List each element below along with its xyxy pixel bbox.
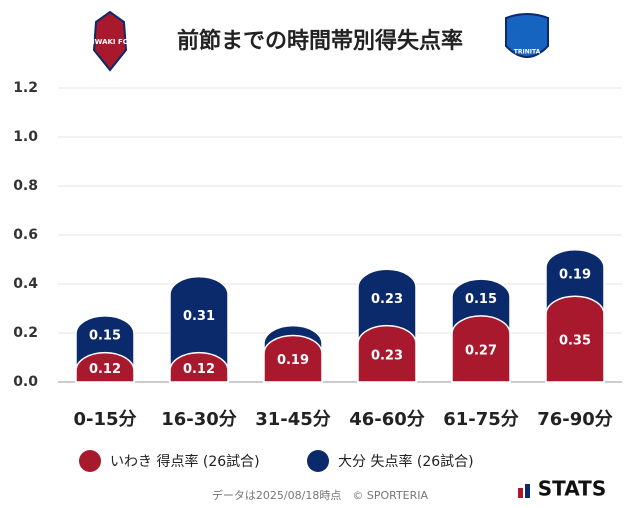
value-label: 0.15 bbox=[465, 292, 497, 307]
footer-note: データは2025/08/18時点 © SPORTERIA bbox=[212, 488, 429, 502]
y-tick-label: 0.6 bbox=[13, 227, 38, 243]
value-label: 0.23 bbox=[371, 292, 403, 307]
y-tick-label: 0.2 bbox=[13, 325, 38, 341]
right-logo bbox=[505, 13, 549, 58]
brand-icon bbox=[525, 484, 530, 498]
value-label: 0.19 bbox=[559, 267, 591, 282]
x-tick-label: 46-60分 bbox=[349, 409, 425, 430]
bar-segment bbox=[357, 324, 417, 383]
value-label: 0.31 bbox=[183, 309, 215, 324]
brand: STATS bbox=[538, 477, 606, 501]
y-tick-label: 0.0 bbox=[13, 374, 38, 390]
bar-segment bbox=[451, 315, 511, 383]
value-label: 0.35 bbox=[559, 334, 591, 349]
value-label: 0.27 bbox=[465, 343, 497, 358]
legend-label: いわき 得点率 (26試合) bbox=[110, 453, 260, 470]
x-tick-label: 31-45分 bbox=[255, 409, 331, 430]
y-tick-label: 1.2 bbox=[13, 80, 38, 96]
bar-segment bbox=[263, 334, 323, 383]
bar-segment bbox=[545, 295, 605, 383]
x-tick-label: 16-30分 bbox=[161, 409, 237, 430]
value-label: 0.12 bbox=[89, 362, 121, 377]
bar-segment bbox=[75, 351, 135, 383]
y-tick-label: 0.8 bbox=[13, 178, 38, 194]
y-tick-label: 1.0 bbox=[13, 129, 38, 145]
x-tick-label: 61-75分 bbox=[443, 409, 519, 430]
legend-marker bbox=[307, 450, 329, 472]
x-tick-label: 76-90分 bbox=[537, 409, 613, 430]
left-logo-text: IWAKI FC bbox=[92, 38, 128, 46]
legend-marker bbox=[79, 450, 101, 472]
value-label: 0.15 bbox=[89, 329, 121, 344]
value-label: 0.12 bbox=[183, 362, 215, 377]
legend-label: 大分 失点率 (26試合) bbox=[338, 453, 474, 470]
chart-title: 前節までの時間帯別得失点率 bbox=[177, 28, 463, 54]
value-label: 0.19 bbox=[277, 353, 309, 368]
left-logo bbox=[92, 10, 128, 72]
y-tick-label: 0.4 bbox=[13, 276, 38, 292]
x-tick-label: 0-15分 bbox=[73, 409, 136, 430]
bar-segment bbox=[169, 351, 229, 383]
value-label: 0.23 bbox=[371, 348, 403, 363]
brand-icon bbox=[518, 488, 523, 498]
right-logo-text: TRINITA bbox=[514, 49, 541, 56]
